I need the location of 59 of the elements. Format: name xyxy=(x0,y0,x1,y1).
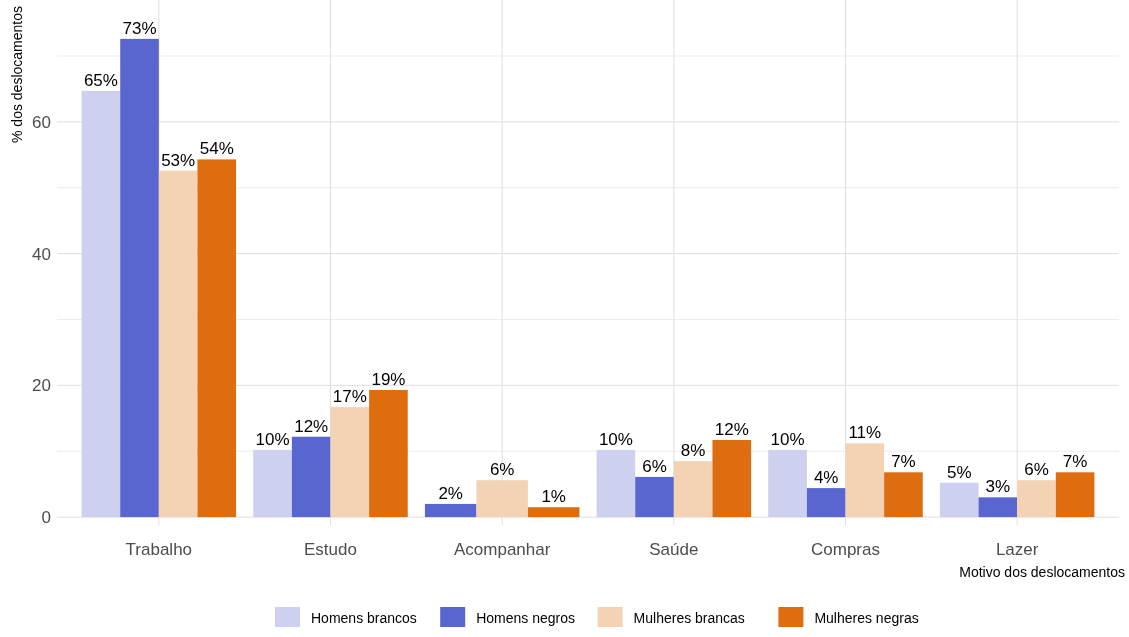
bar xyxy=(673,461,713,518)
bar xyxy=(712,440,752,518)
data-label: 73% xyxy=(122,18,157,38)
bar xyxy=(291,436,331,518)
data-label: 2% xyxy=(438,483,463,503)
y-tick-label: 20 xyxy=(32,376,51,396)
x-tick-label: Saúde xyxy=(649,540,699,559)
x-tick-label: Estudo xyxy=(304,540,357,559)
data-label: 1% xyxy=(541,487,566,507)
bar xyxy=(884,472,923,518)
data-label: 65% xyxy=(83,70,118,90)
bar xyxy=(978,497,1018,518)
data-label: 10% xyxy=(598,429,633,449)
data-label: 17% xyxy=(332,387,367,407)
bar xyxy=(596,449,636,518)
bar xyxy=(369,389,408,518)
data-label: 6% xyxy=(642,456,667,476)
bar xyxy=(845,443,885,518)
data-label: 11% xyxy=(848,423,882,443)
x-tick-label: Lazer xyxy=(995,540,1039,559)
data-label: 3% xyxy=(985,477,1011,497)
data-label: 10% xyxy=(770,429,805,449)
data-label: 6% xyxy=(1024,460,1049,480)
bar xyxy=(939,482,979,518)
data-label: 54% xyxy=(199,139,234,159)
legend-label: Homens negros xyxy=(476,610,576,626)
legend-label: Mulheres brancas xyxy=(633,610,745,626)
y-tick-label: 60 xyxy=(32,112,51,132)
data-label: 53% xyxy=(161,150,196,170)
data-label: 10% xyxy=(255,429,290,449)
bar xyxy=(768,449,807,518)
bar xyxy=(253,449,292,518)
bar xyxy=(330,407,370,518)
data-label: 8% xyxy=(680,441,706,461)
legend-label: Homens brancos xyxy=(311,610,417,626)
x-tick-label: Compras xyxy=(811,540,880,559)
y-tick-label: 40 xyxy=(32,244,51,264)
bar xyxy=(806,488,846,518)
data-label: 12% xyxy=(714,420,749,440)
data-label: 12% xyxy=(294,416,329,436)
bar xyxy=(81,90,121,518)
y-axis-title: % dos deslocamentos xyxy=(9,6,25,143)
bar xyxy=(1017,480,1056,518)
bar xyxy=(158,170,198,518)
x-axis-title: Motivo dos deslocamentos xyxy=(959,564,1125,580)
data-label: 5% xyxy=(946,462,972,482)
bar xyxy=(120,38,159,518)
bar xyxy=(197,159,237,518)
data-label: 6% xyxy=(489,460,515,480)
bar xyxy=(1055,472,1095,518)
legend-label: Mulheres negras xyxy=(814,610,919,626)
y-tick-label: 0 xyxy=(41,508,51,528)
data-label: 7% xyxy=(891,452,916,472)
x-tick-label: Acompanhar xyxy=(453,540,551,559)
x-tick-label: Trabalho xyxy=(125,540,193,559)
data-label: 19% xyxy=(371,369,406,389)
data-label: 4% xyxy=(813,468,839,488)
bar xyxy=(635,476,674,518)
data-label: 7% xyxy=(1062,452,1088,472)
